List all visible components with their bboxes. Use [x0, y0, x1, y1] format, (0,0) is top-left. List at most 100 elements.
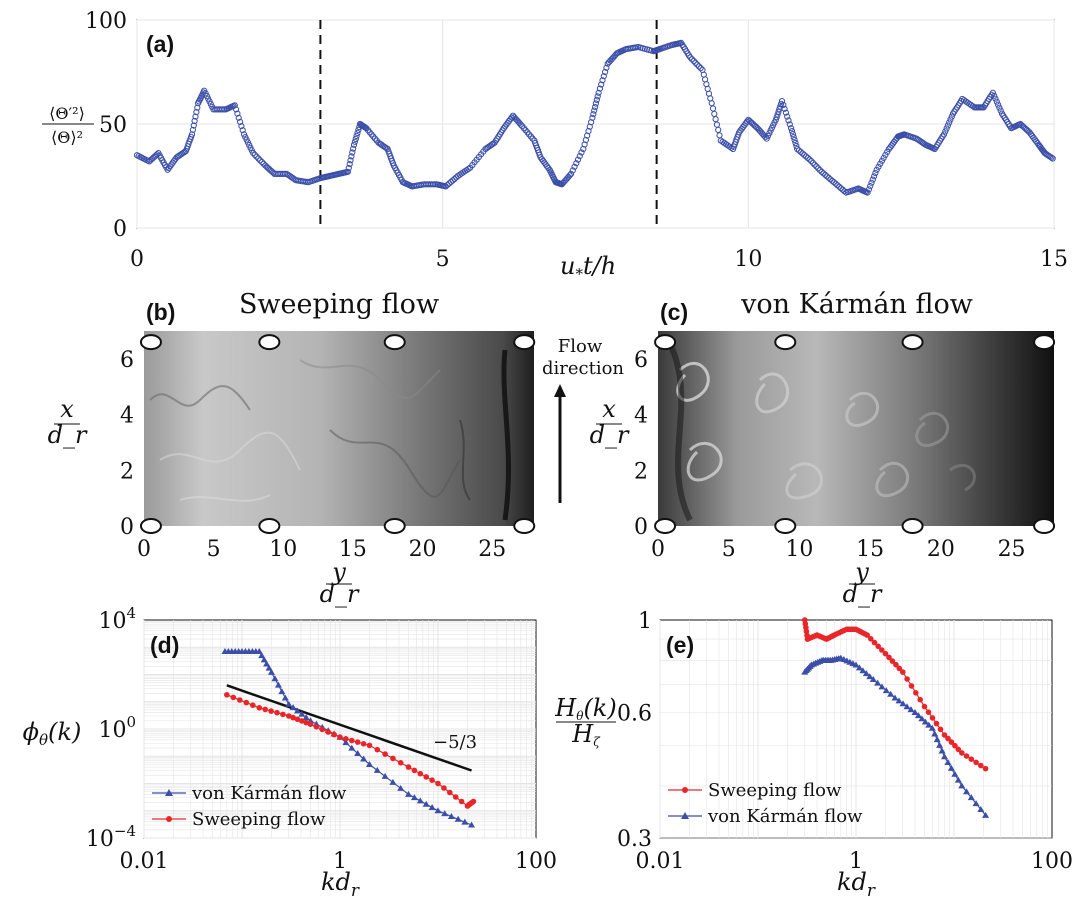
panel-e-point	[925, 709, 932, 715]
panel-e-label: (e)	[666, 632, 694, 658]
panel-a-point	[816, 167, 824, 174]
panel-d-point	[274, 681, 282, 688]
panel-e-point	[899, 700, 907, 707]
panel-a-point	[592, 104, 599, 111]
panel-a-ytick: 100	[85, 9, 127, 34]
panel-e-point	[918, 715, 926, 722]
panel-e-point	[977, 805, 985, 812]
panel-d-point	[262, 706, 269, 713]
panel-a-point	[830, 179, 838, 186]
panel-d-point	[441, 785, 447, 791]
panel-a-point	[349, 149, 356, 156]
panel-a-point	[687, 54, 694, 61]
panel-d-point	[405, 764, 412, 770]
panel-b: 0 5 10 15 20 25 0 2 4 6 (b) Sweeping flow x d_r y…	[48, 289, 625, 608]
panel-d-point	[289, 704, 297, 711]
panel-a-point	[773, 114, 780, 121]
panel-e-point	[911, 708, 919, 715]
panel-a-point	[449, 177, 456, 184]
panel-a-point	[355, 126, 362, 133]
panel-d-point	[435, 780, 441, 787]
panel-a-point	[193, 109, 200, 116]
panel-e-point	[921, 718, 929, 725]
panel-c-cylinder-marker	[901, 518, 924, 534]
panel-e-point	[952, 742, 958, 749]
panel-e-point	[921, 703, 928, 710]
panel-d-point	[360, 741, 367, 747]
panel-a-point	[574, 156, 582, 163]
panel-a-point	[996, 104, 1003, 111]
panel-a-point	[253, 153, 260, 160]
panel-b-cylinder-marker	[513, 334, 536, 351]
panel-a-point	[797, 148, 804, 155]
panel-c-ylabel-num: x	[602, 395, 616, 423]
panel-a-point	[347, 157, 354, 164]
panel-a-point	[237, 118, 244, 126]
panel-d-legend-marker	[166, 816, 172, 822]
panel-a-point	[602, 68, 609, 76]
panel-c-xtick: 15	[856, 537, 884, 562]
panel-d-point	[286, 713, 292, 719]
panel-a-point	[345, 164, 352, 172]
panel-d-point	[243, 699, 250, 706]
panel-a-point	[788, 128, 796, 135]
panel-a-point	[818, 168, 825, 175]
panel-a-point	[190, 122, 197, 129]
panel-e-point	[882, 687, 890, 694]
panel-d-point	[373, 766, 381, 773]
panel-c: 0 5 10 15 20 25 0 2 4 6 (c) von Kármán flow x d_r…	[590, 289, 1056, 608]
panel-a-point	[692, 59, 699, 66]
panel-a-point	[992, 95, 999, 102]
panel-a-point	[784, 113, 791, 120]
panel-e-xtick: 0.01	[636, 849, 685, 874]
panel-a-point	[239, 127, 246, 134]
panel-c-cylinder-marker	[654, 334, 677, 351]
panel-d-point	[303, 719, 310, 726]
panel-d-point	[454, 815, 462, 822]
panel-e-point	[967, 794, 975, 801]
panel-a-point	[589, 114, 596, 121]
panel-d-point	[274, 709, 280, 716]
panel-b-xtick: 20	[409, 537, 437, 562]
panel-a-point	[695, 63, 703, 70]
panel-a-point	[836, 183, 843, 190]
panel-d-point	[280, 711, 286, 718]
panel-a-point	[569, 167, 576, 174]
panel-e-point	[889, 658, 896, 664]
panel-d-ytick: 10−4	[86, 822, 136, 852]
panel-b-cylinder-marker	[383, 518, 406, 534]
panel-a-data-points	[133, 39, 1056, 196]
panel-d-point	[230, 694, 237, 701]
panel-e-xlabel: kdr	[837, 868, 876, 901]
panel-e-point	[958, 782, 966, 789]
panel-a-point	[943, 125, 950, 132]
panel-a-point	[940, 131, 948, 138]
panel-a-grid	[136, 19, 1055, 229]
flow-arrow-label-2: direction	[542, 358, 624, 379]
panel-e-point	[852, 661, 860, 668]
panel-d-point	[278, 688, 286, 695]
panel-e-point	[951, 770, 959, 777]
panel-a-point	[947, 116, 954, 123]
panel-a-point	[603, 64, 610, 71]
panel-c-cylinder-marker	[654, 518, 677, 534]
panel-a-point	[444, 181, 451, 188]
panel-a-point	[864, 189, 871, 196]
panel-e-point	[886, 654, 892, 661]
panel-a-point	[431, 181, 438, 188]
panel-c-xtick: 20	[927, 537, 955, 562]
panel-e-point	[868, 636, 874, 642]
panel-e-point	[973, 759, 979, 766]
panel-c-xtick: 0	[651, 537, 665, 562]
panel-a-vlines	[319, 20, 658, 228]
panel-e-point	[879, 647, 885, 653]
panel-a-point	[837, 185, 845, 192]
panel-a-point	[529, 135, 536, 142]
panel-d-point	[263, 660, 271, 667]
panel-a-point	[880, 154, 887, 161]
panel-e-point	[913, 690, 919, 696]
panel-e-point	[875, 643, 881, 650]
panel-a-point	[598, 81, 605, 88]
panel-d-point	[434, 807, 442, 814]
panel-a-point	[799, 150, 806, 157]
